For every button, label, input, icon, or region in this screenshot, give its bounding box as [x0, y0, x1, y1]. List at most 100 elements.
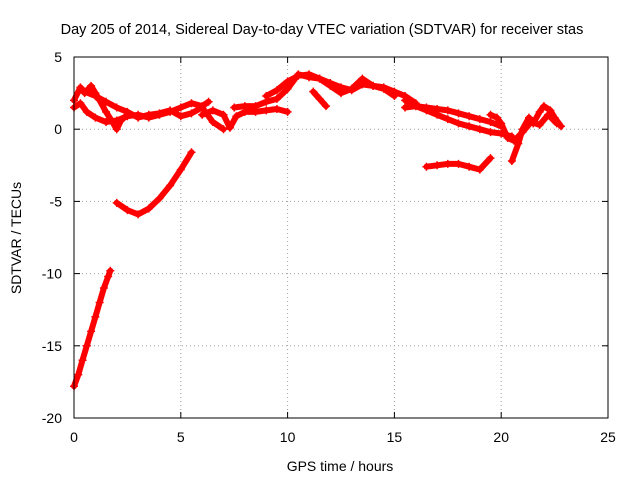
data-point [283, 77, 292, 86]
data-point [486, 117, 495, 126]
data-point [74, 370, 83, 379]
data-point [76, 99, 85, 108]
data-point [198, 103, 207, 112]
data-point [411, 102, 420, 111]
data-point [80, 87, 89, 96]
x-tick-label: 5 [177, 429, 185, 445]
data-point [123, 206, 132, 215]
data-point [262, 106, 271, 115]
data-point [187, 148, 196, 157]
data-point [155, 109, 164, 118]
data-point [465, 162, 474, 171]
data-point [390, 87, 399, 96]
x-tick-label: 15 [387, 429, 403, 445]
y-axis-label: SDTVAR / TECUs [8, 182, 24, 294]
data-point [123, 107, 132, 116]
data-point [144, 204, 153, 213]
y-tick-label: -10 [42, 266, 62, 282]
y-tick-label: -20 [42, 410, 62, 426]
data-point [95, 298, 104, 307]
data-point [475, 115, 484, 124]
x-tick-labels: 0 5 10 15 20 25 [70, 429, 616, 445]
data-point [422, 162, 431, 171]
data-point [240, 107, 249, 116]
data-point [465, 122, 474, 131]
data-point [475, 165, 484, 174]
data-point [112, 125, 121, 134]
data-point [76, 83, 85, 92]
data-point [262, 91, 271, 100]
data-point [187, 99, 196, 108]
data-point [208, 117, 217, 126]
data-point [401, 96, 410, 105]
data-point [322, 102, 331, 111]
data-point [433, 104, 442, 113]
data-point [176, 112, 185, 121]
data-point [337, 83, 345, 92]
data-point [422, 103, 431, 112]
data-point [166, 106, 175, 115]
data-point [176, 103, 185, 112]
series-arc-5 [81, 88, 227, 133]
data-point [251, 107, 260, 116]
series-arc-14 [487, 111, 560, 144]
data-point [326, 78, 335, 87]
data-point [514, 139, 523, 148]
data-point [155, 194, 164, 203]
data-point [112, 198, 121, 207]
data-point [486, 154, 495, 163]
data-point [91, 312, 100, 321]
data-point [187, 109, 196, 118]
y-tick-label: -15 [42, 338, 62, 354]
data-point [358, 80, 367, 89]
y-tick-labels: -20 -15 -10 -5 0 5 [42, 49, 62, 426]
data-point [99, 284, 108, 293]
data-point [102, 107, 111, 116]
data-point [486, 128, 495, 137]
y-tick-label: 5 [54, 49, 62, 65]
plot-frame [73, 56, 609, 419]
data-point [475, 125, 484, 134]
data-point [544, 110, 553, 119]
y-tick-label: 0 [54, 121, 62, 137]
data-point [272, 86, 281, 95]
x-tick-label: 25 [600, 429, 616, 445]
chart-title: Day 205 of 2014, Sidereal Day-to-day VTE… [61, 22, 584, 38]
data-point [347, 86, 356, 95]
data-point [294, 71, 303, 80]
data-point [208, 106, 217, 115]
data-point [527, 117, 536, 126]
data-point [283, 84, 292, 93]
data-point [91, 91, 100, 100]
series-arc-2 [113, 149, 195, 218]
data-point [492, 113, 501, 122]
series-arc-1 [71, 267, 114, 390]
data-point [219, 110, 228, 119]
data-point [443, 115, 452, 124]
data-point [539, 102, 548, 111]
series-arc-7 [199, 106, 291, 131]
x-axis-label: GPS time / hours [287, 458, 394, 474]
data-point [497, 119, 506, 128]
data-point [87, 327, 96, 336]
x-tick-label: 0 [70, 429, 78, 445]
data-point [486, 110, 495, 119]
data-point [91, 113, 100, 122]
data-point [369, 81, 378, 90]
data-point [198, 110, 207, 119]
y-tick-label: -5 [50, 193, 63, 209]
data-point [232, 112, 241, 121]
data-point [230, 103, 239, 112]
data-point [304, 70, 313, 79]
data-series [70, 70, 566, 391]
data-point [552, 119, 561, 128]
data-point [134, 210, 143, 219]
data-point [443, 159, 452, 168]
data-point [272, 94, 281, 103]
data-point [557, 122, 566, 131]
data-point [315, 94, 324, 103]
data-point [102, 117, 111, 126]
data-point [535, 107, 544, 116]
data-point [454, 119, 463, 128]
